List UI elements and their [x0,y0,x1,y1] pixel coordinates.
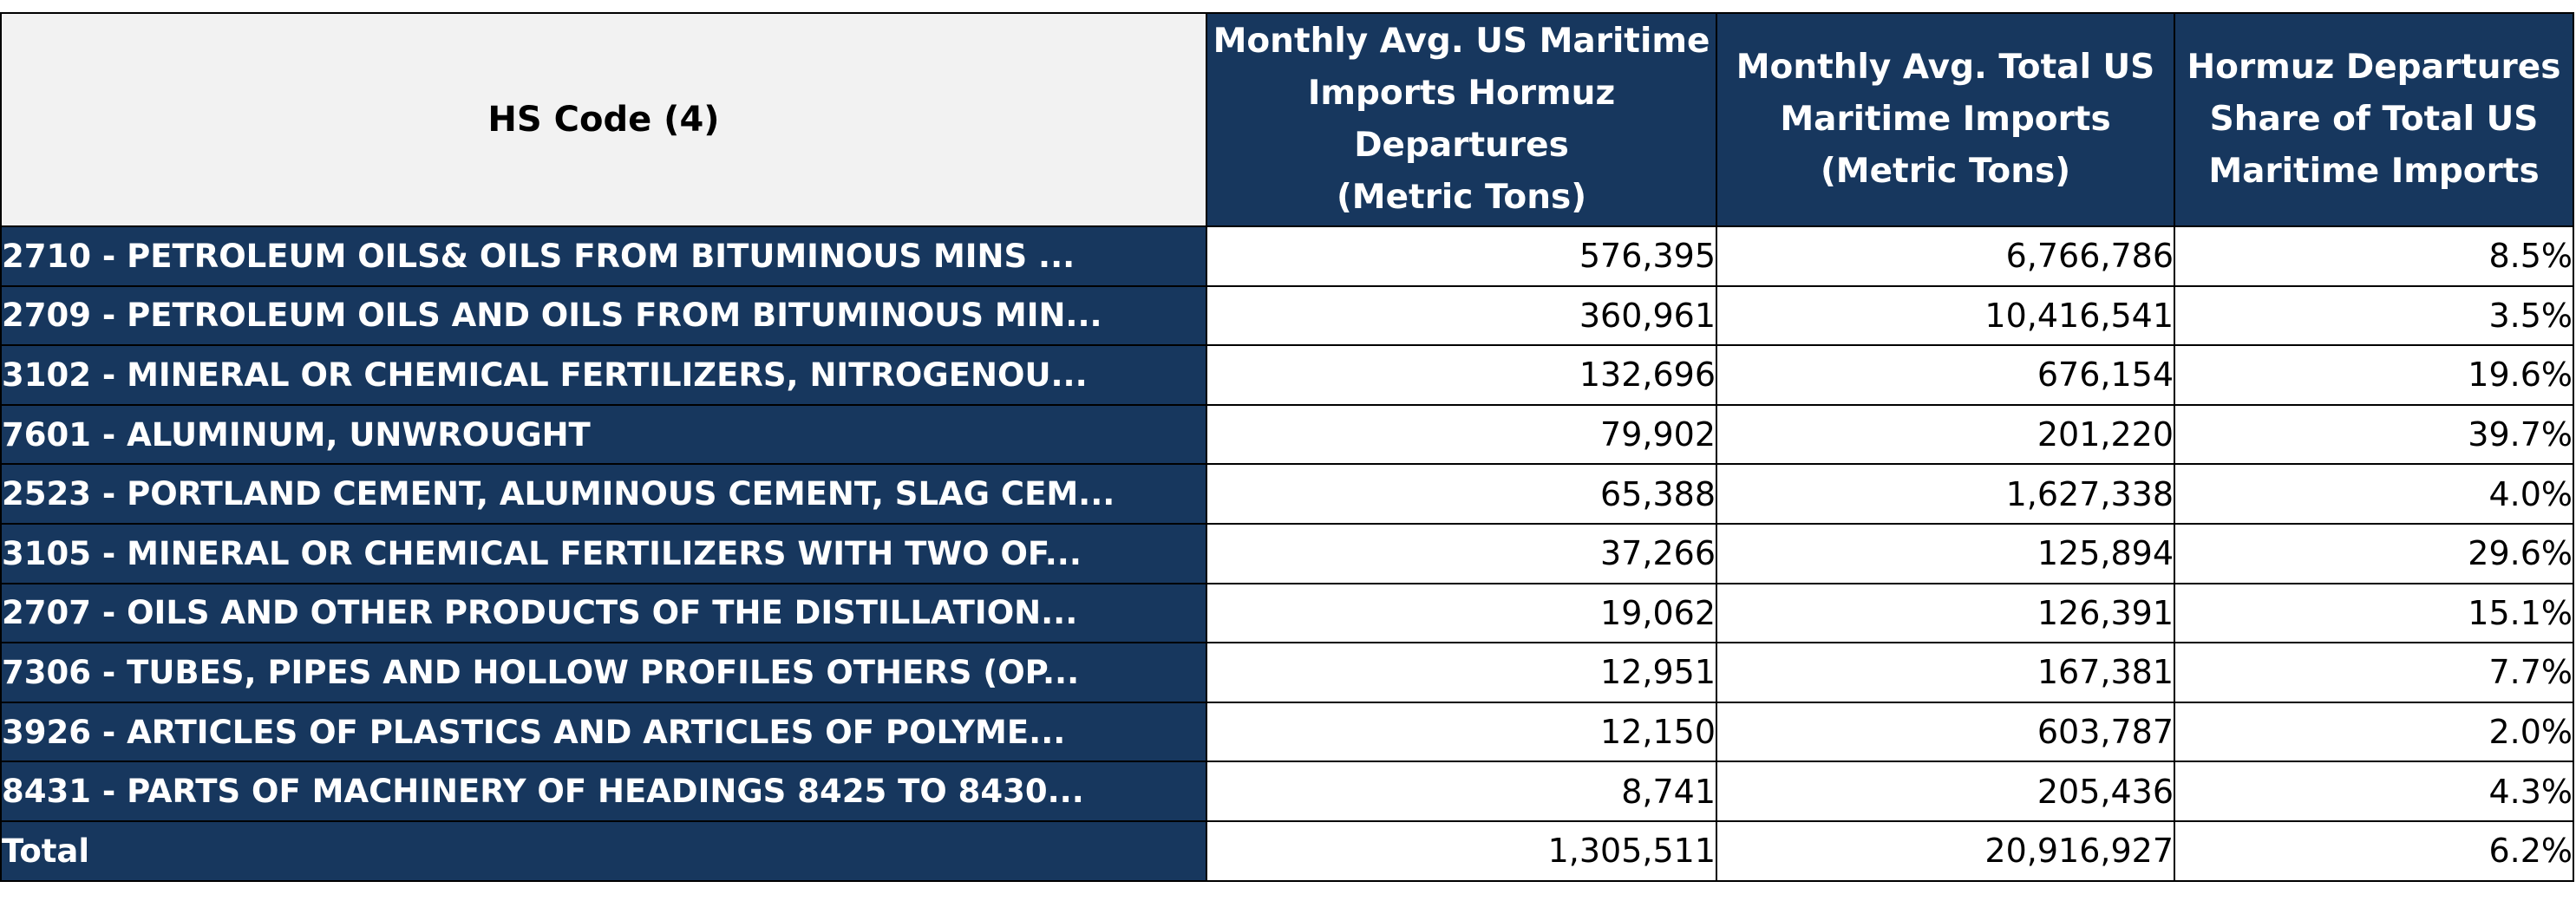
hormuz-imports-cell: 576,395 [1206,225,1717,287]
hormuz-imports-cell: 1,305,511 [1206,819,1717,882]
table-row: 8431 - PARTS OF MACHINERY OF HEADINGS 84… [0,761,2574,822]
header-hormuz-share: Hormuz Departures Share of Total US Mari… [2174,12,2574,227]
hormuz-imports-cell: 8,741 [1206,761,1717,822]
header-line: Monthly Avg. US Maritime [1213,22,1710,61]
total-imports-cell: 125,894 [1716,522,2175,584]
hs-code-cell: 2707 - OILS AND OTHER PRODUCTS OF THE DI… [0,582,1207,644]
hs-code-cell: 2523 - PORTLAND CEMENT, ALUMINOUS CEMENT… [0,463,1207,525]
hs-code-table: HS Code (4) Monthly Avg. US Maritime Imp… [0,12,2574,882]
table-row: 3102 - MINERAL OR CHEMICAL FERTILIZERS, … [0,344,2574,406]
hs-code-cell: 7601 - ALUMINUM, UNWROUGHT [0,403,1207,466]
header-line: HS Code (4) [487,100,720,140]
table-body: 2710 - PETROLEUM OILS& OILS FROM BITUMIN… [0,225,2574,882]
hs-code-cell: 3102 - MINERAL OR CHEMICAL FERTILIZERS, … [0,344,1207,406]
hs-code-cell: 2710 - PETROLEUM OILS& OILS FROM BITUMIN… [0,225,1207,287]
hormuz-share-cell: 39.7% [2174,403,2574,466]
total-imports-cell: 676,154 [1716,344,2175,406]
hormuz-share-cell: 4.3% [2174,761,2574,822]
total-imports-cell: 1,627,338 [1716,463,2175,525]
header-line: Imports Hormuz [1307,74,1616,113]
hormuz-imports-cell: 65,388 [1206,463,1717,525]
header-hormuz-imports: Monthly Avg. US Maritime Imports Hormuz … [1206,12,1717,227]
table-row: 2710 - PETROLEUM OILS& OILS FROM BITUMIN… [0,225,2574,287]
table-row: 3105 - MINERAL OR CHEMICAL FERTILIZERS W… [0,522,2574,584]
total-imports-cell: 10,416,541 [1716,284,2175,347]
header-line: Share of Total US [2209,100,2539,139]
hormuz-imports-cell: 37,266 [1206,522,1717,584]
table-row: 2709 - PETROLEUM OILS AND OILS FROM BITU… [0,284,2574,347]
table-row: 3926 - ARTICLES OF PLASTICS AND ARTICLES… [0,701,2574,763]
hormuz-imports-cell: 79,902 [1206,403,1717,466]
table-row: 2707 - OILS AND OTHER PRODUCTS OF THE DI… [0,582,2574,644]
hormuz-share-cell: 4.0% [2174,463,2574,525]
header-hs-code: HS Code (4) [0,12,1207,227]
hormuz-share-cell: 7.7% [2174,642,2574,703]
total-imports-cell: 20,916,927 [1716,819,2175,882]
hormuz-share-cell: 6.2% [2174,819,2574,882]
header-total-imports: Monthly Avg. Total US Maritime Imports (… [1716,12,2175,227]
hormuz-share-cell: 19.6% [2174,344,2574,406]
hormuz-share-cell: 15.1% [2174,582,2574,644]
total-imports-cell: 201,220 [1716,403,2175,466]
header-row: HS Code (4) Monthly Avg. US Maritime Imp… [0,12,2574,227]
hormuz-imports-cell: 12,150 [1206,701,1717,763]
hs-code-cell: 7306 - TUBES, PIPES AND HOLLOW PROFILES … [0,642,1207,703]
total-imports-cell: 167,381 [1716,642,2175,703]
hormuz-imports-cell: 132,696 [1206,344,1717,406]
total-row: Total 1,305,511 20,916,927 6.2% [0,819,2574,882]
table-row: 7306 - TUBES, PIPES AND HOLLOW PROFILES … [0,642,2574,703]
hormuz-imports-cell: 19,062 [1206,582,1717,644]
header-line: Maritime Imports [2208,152,2540,191]
hormuz-share-cell: 8.5% [2174,225,2574,287]
header-line: Hormuz Departures [2187,48,2561,87]
header-line: Monthly Avg. Total US [1736,48,2155,87]
total-imports-cell: 6,766,786 [1716,225,2175,287]
table-row: 2523 - PORTLAND CEMENT, ALUMINOUS CEMENT… [0,463,2574,525]
hs-code-cell: 8431 - PARTS OF MACHINERY OF HEADINGS 84… [0,761,1207,822]
header-line: (Metric Tons) [1336,178,1587,217]
total-imports-cell: 126,391 [1716,582,2175,644]
header-line: Departures [1354,126,1569,165]
table-row: 7601 - ALUMINUM, UNWROUGHT 79,902 201,220 3… [0,403,2574,466]
total-imports-cell: 603,787 [1716,701,2175,763]
hormuz-imports-cell: 12,951 [1206,642,1717,703]
hormuz-share-cell: 3.5% [2174,284,2574,347]
hs-code-cell: 3105 - MINERAL OR CHEMICAL FERTILIZERS W… [0,522,1207,584]
hs-code-cell: 3926 - ARTICLES OF PLASTICS AND ARTICLES… [0,701,1207,763]
total-imports-cell: 205,436 [1716,761,2175,822]
hs-code-cell: Total [0,819,1207,882]
hs-code-cell: 2709 - PETROLEUM OILS AND OILS FROM BITU… [0,284,1207,347]
hormuz-imports-cell: 360,961 [1206,284,1717,347]
hormuz-share-cell: 29.6% [2174,522,2574,584]
header-line: Maritime Imports [1780,100,2111,139]
header-line: (Metric Tons) [1820,152,2071,191]
hormuz-share-cell: 2.0% [2174,701,2574,763]
